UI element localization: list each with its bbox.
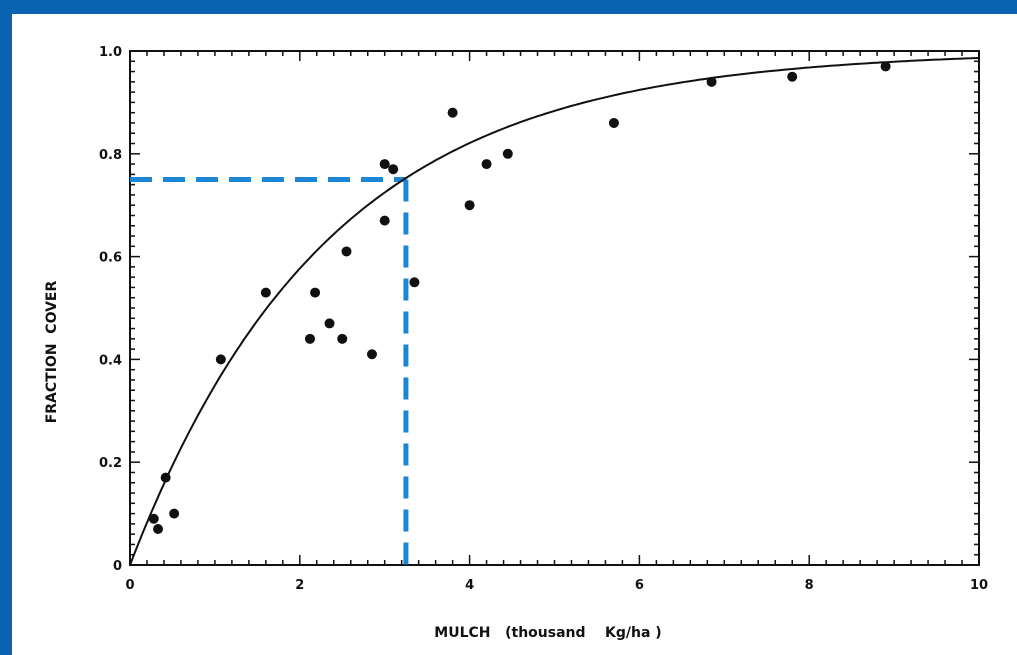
data-point (481, 159, 492, 170)
data-point (304, 333, 315, 344)
data-point (260, 287, 271, 298)
x-tick-label: 2 (295, 578, 304, 593)
plot-axes (129, 50, 980, 566)
data-point (215, 354, 226, 365)
fit-curve-group (129, 57, 980, 566)
data-point (447, 107, 458, 118)
data-point (880, 61, 891, 72)
data-point (608, 117, 619, 128)
y-tick-label: 0.4 (99, 353, 122, 368)
x-axis-label: MULCH (thousand Kg/ha ) (434, 625, 661, 641)
data-point (366, 349, 377, 360)
data-point (324, 318, 335, 329)
data-point (379, 215, 390, 226)
x-tick-label: 4 (465, 578, 474, 593)
x-tick-label: 8 (805, 578, 814, 593)
y-axis-label: FRACTION COVER (44, 281, 60, 424)
data-point (169, 508, 180, 519)
x-tick-label: 10 (970, 578, 988, 593)
data-point (310, 287, 321, 298)
x-tick-label: 0 (125, 578, 134, 593)
plot-border (129, 50, 980, 566)
data-points (148, 61, 891, 535)
data-point (464, 200, 475, 211)
data-point (337, 333, 348, 344)
x-tick-label: 6 (635, 578, 644, 593)
fraction-cover-chart: 0 2 4 6 8 10 0 0.2 0.4 0.6 0.8 1.0 MULCH (thousand … (44, 45, 988, 641)
y-tick-label: 0 (113, 559, 122, 574)
data-point (502, 148, 513, 159)
y-tick-label: 0.8 (99, 148, 122, 163)
y-tick-label: 0.6 (99, 251, 122, 266)
data-point (148, 513, 159, 524)
reference-lines (130, 177, 409, 565)
data-point (160, 472, 171, 483)
chart-frame: 0 2 4 6 8 10 0 0.2 0.4 0.6 0.8 1.0 MULCH (thousand … (12, 14, 1017, 655)
y-tick-label: 0.2 (99, 456, 122, 471)
data-point (706, 76, 717, 87)
data-point (153, 524, 164, 535)
data-point (388, 164, 399, 175)
data-point (409, 277, 420, 288)
y-tick-label: 1.0 (99, 45, 122, 60)
tick-labels: 0 2 4 6 8 10 0 0.2 0.4 0.6 0.8 1.0 (99, 45, 988, 593)
data-point (787, 71, 798, 82)
fit-curve (129, 57, 980, 566)
data-point (341, 246, 352, 257)
data-point (379, 159, 390, 170)
